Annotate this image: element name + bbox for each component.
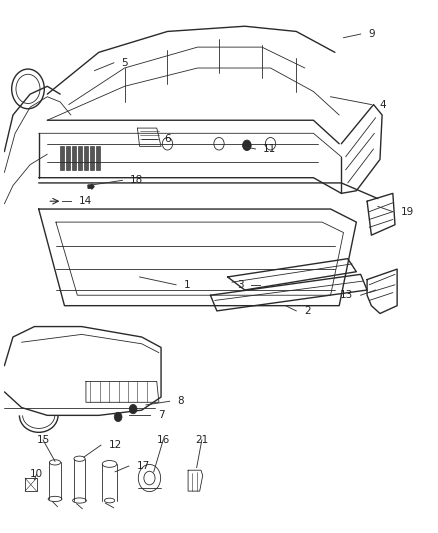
Text: 2: 2 [304, 306, 311, 316]
Circle shape [243, 140, 251, 150]
Text: 18: 18 [130, 175, 143, 185]
Text: 12: 12 [109, 440, 122, 450]
Bar [90, 147, 94, 170]
Text: 21: 21 [195, 435, 208, 445]
Bar [96, 147, 100, 170]
Bar [60, 147, 64, 170]
Text: 3: 3 [237, 280, 244, 290]
Text: 11: 11 [263, 144, 276, 154]
Text: 14: 14 [79, 196, 92, 206]
Bar [78, 147, 82, 170]
Text: 16: 16 [156, 435, 170, 445]
Bar [84, 147, 88, 170]
Text: 6: 6 [165, 134, 171, 143]
Circle shape [114, 412, 122, 422]
Text: 4: 4 [379, 100, 386, 110]
Text: 10: 10 [30, 470, 43, 479]
FancyArrow shape [88, 184, 94, 189]
Bar [72, 147, 76, 170]
Text: 17: 17 [137, 461, 150, 471]
Text: 7: 7 [158, 410, 165, 421]
Text: 15: 15 [36, 435, 49, 445]
Circle shape [129, 405, 137, 414]
Bar [66, 147, 70, 170]
Text: 1: 1 [184, 280, 191, 290]
Text: 13: 13 [340, 290, 353, 300]
Text: 19: 19 [401, 207, 414, 216]
Text: 5: 5 [122, 58, 128, 68]
Text: 9: 9 [368, 29, 375, 39]
Text: 8: 8 [177, 396, 184, 406]
